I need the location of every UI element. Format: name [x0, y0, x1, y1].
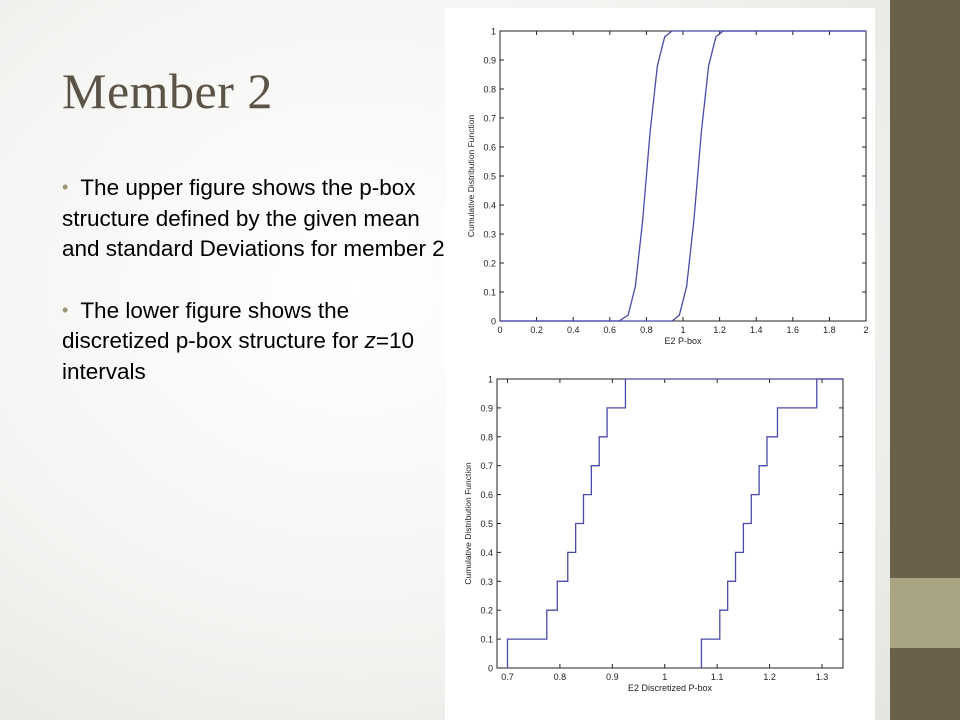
- x-tick-label: 0: [497, 325, 502, 335]
- x-tick-label: 0.2: [530, 325, 543, 335]
- side-bar-bottom: [890, 648, 960, 720]
- slide-title: Member 2: [62, 63, 273, 119]
- y-axis-label: Cumulative Distribution Function: [463, 462, 473, 585]
- y-tick-label: 0.6: [480, 490, 493, 500]
- plot-area: [499, 30, 867, 322]
- bullet-item: • The upper figure shows the p-box struct…: [62, 172, 452, 265]
- y-tick-label: 0.5: [480, 519, 493, 529]
- y-tick-label: 0.4: [480, 548, 493, 558]
- y-tick-label: 1: [491, 27, 496, 37]
- y-tick-label: 1: [488, 375, 493, 385]
- x-tick-label: 1.2: [763, 672, 776, 682]
- x-tick-label: 1.6: [787, 325, 800, 335]
- series-line-2: [500, 30, 866, 322]
- x-tick-label: 0.8: [554, 672, 567, 682]
- y-tick-label: 0.8: [483, 85, 496, 95]
- x-tick-label: 1.3: [816, 672, 829, 682]
- x-axis-label: E2 P-box: [664, 336, 702, 346]
- y-tick-label: 0.3: [483, 230, 496, 240]
- x-axis-label: E2 Discretized P-box: [628, 683, 713, 693]
- y-tick-label: 0.7: [480, 461, 493, 471]
- x-tick-label: 0.4: [567, 325, 580, 335]
- x-tick-label: 0.6: [604, 325, 617, 335]
- y-tick-label: 0.9: [480, 403, 493, 413]
- side-bar-middle: [890, 578, 960, 648]
- bullet-dot-icon: •: [62, 177, 69, 197]
- y-tick-label: 0.2: [480, 606, 493, 616]
- y-tick-label: 0.7: [483, 114, 496, 124]
- x-tick-label: 1.4: [750, 325, 763, 335]
- y-tick-label: 0.8: [480, 432, 493, 442]
- bullet-dot-icon: •: [62, 299, 69, 320]
- y-tick-label: 0: [491, 317, 496, 327]
- bullet-item: • The lower figure shows the discretized …: [62, 295, 452, 388]
- plot-area: [496, 378, 844, 669]
- y-tick-label: 0: [488, 664, 493, 674]
- x-tick-label: 1: [680, 325, 685, 335]
- series-line-1: [506, 378, 843, 668]
- x-tick-label: 1.2: [713, 325, 726, 335]
- y-tick-label: 0.9: [483, 56, 496, 66]
- y-tick-label: 0.5: [483, 172, 496, 182]
- y-axis-label: Cumulative Distribution Function: [466, 115, 476, 238]
- bullet-text: The upper figure shows the p-box structu…: [62, 175, 445, 261]
- x-tick-label: 0.9: [606, 672, 619, 682]
- y-tick-label: 0.2: [483, 259, 496, 269]
- y-tick-label: 0.3: [480, 577, 493, 587]
- lower-chart: 0 0.1 0.2 0.3 0.4 0.5 0.6 0.7 0.8 0.9 1 0.7 0.8 0.9 1 1…: [463, 375, 844, 693]
- upper-chart: 0 0.1 0.2 0.3 0.4 0.5 0.6 0.7 0.8 0.9 1 0 0.2 0.4 0.6 0…: [466, 27, 869, 347]
- x-tick-label: 0.8: [640, 325, 653, 335]
- x-tick-label: 1: [662, 672, 667, 682]
- y-tick-label: 0.1: [480, 635, 493, 645]
- x-tick-label: 0.7: [501, 672, 514, 682]
- y-tick-label: 0.1: [483, 288, 496, 298]
- series-line-1: [500, 30, 866, 322]
- series-line-2: [700, 378, 843, 668]
- x-tick-label: 1.8: [823, 325, 836, 335]
- side-bar-top: [890, 0, 960, 578]
- x-tick-label: 2: [863, 325, 868, 335]
- bullet-text: The lower figure shows the discretized p…: [62, 297, 365, 354]
- bullet-italic: z: [364, 328, 376, 353]
- y-tick-label: 0.6: [483, 143, 496, 153]
- y-tick-label: 0.4: [483, 201, 496, 211]
- x-tick-label: 1.1: [711, 672, 724, 682]
- bullet-list: • The upper figure shows the p-box struct…: [62, 172, 452, 417]
- bullet-text: =10 intervals: [62, 328, 415, 384]
